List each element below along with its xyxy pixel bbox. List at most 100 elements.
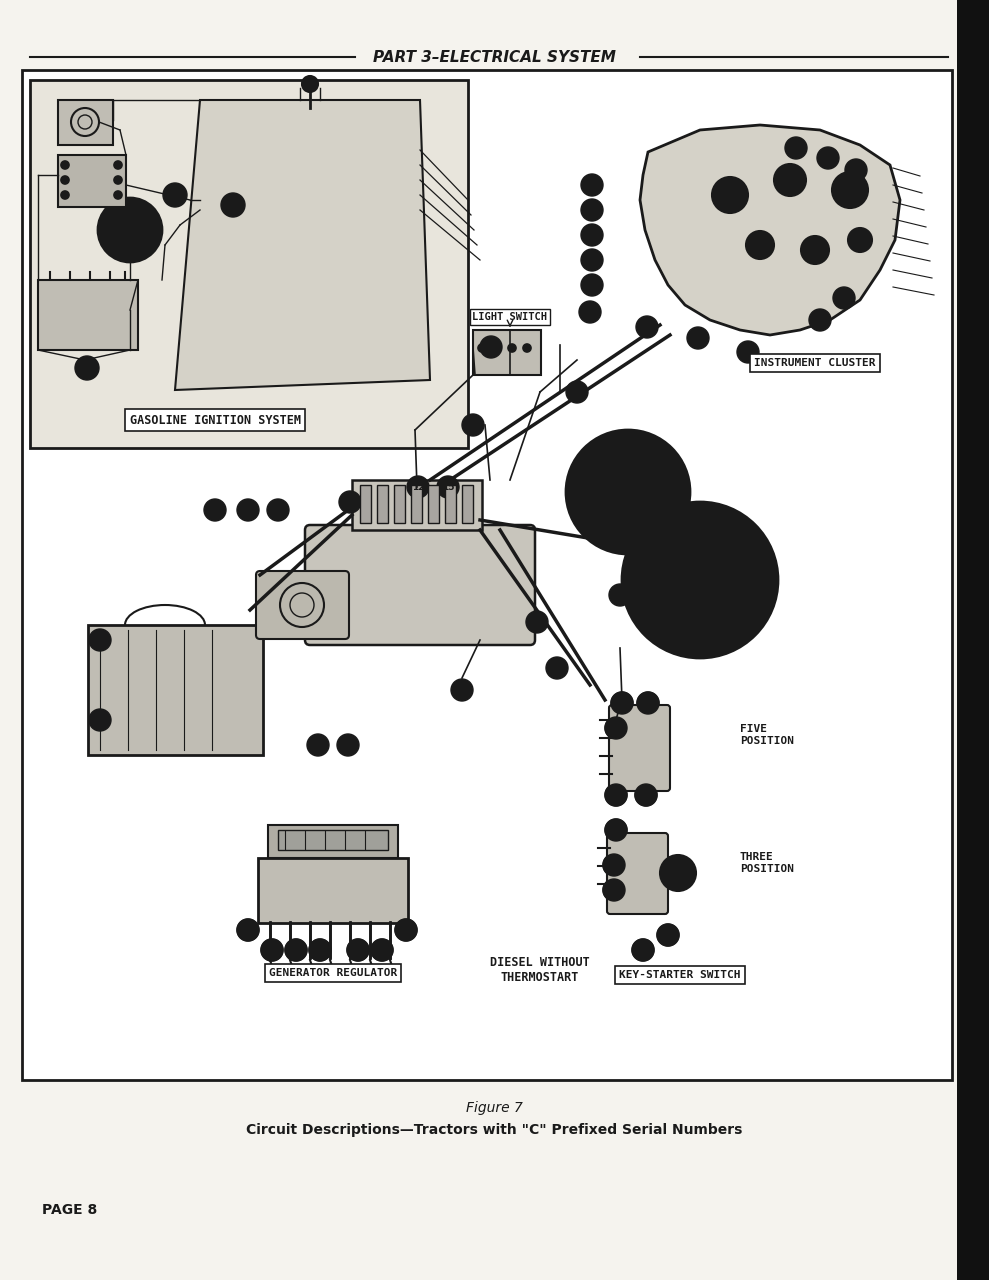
Text: 17: 17 [585,230,598,239]
Text: 1: 1 [293,946,299,955]
Circle shape [437,476,459,498]
Circle shape [847,187,853,193]
Circle shape [508,344,516,352]
Text: 3: 3 [379,946,385,955]
Circle shape [122,221,138,238]
Text: 15: 15 [442,483,454,492]
Circle shape [609,584,631,605]
Text: 14: 14 [641,323,654,332]
Text: DIESEL WITHOUT
THERMOSTART: DIESEL WITHOUT THERMOSTART [491,956,589,984]
Text: 15: 15 [585,280,598,289]
Text: 11: 11 [610,826,622,835]
Text: LIGHT SWITCH: LIGHT SWITCH [473,312,548,323]
Circle shape [774,164,806,196]
Text: THREE
POSITION: THREE POSITION [740,852,794,874]
Text: 13: 13 [531,617,543,626]
Circle shape [833,287,855,308]
Circle shape [781,172,799,189]
Text: 9: 9 [640,946,646,955]
Circle shape [757,242,763,248]
Text: 23: 23 [850,165,862,174]
Text: 19: 19 [266,946,278,955]
Text: INSTRUMENT CLUSTER: INSTRUMENT CLUSTER [755,358,875,369]
Bar [88,625,263,755]
Circle shape [61,175,69,184]
Circle shape [737,340,759,364]
Circle shape [660,855,696,891]
Circle shape [635,783,657,806]
Circle shape [546,657,568,678]
Text: 1: 1 [293,946,299,955]
Text: 4: 4 [643,791,649,800]
Text: 5: 5 [245,925,251,934]
Circle shape [857,237,863,243]
Circle shape [61,161,69,169]
Circle shape [603,879,625,901]
Bar [30,79,468,448]
Text: 6: 6 [316,946,323,955]
Circle shape [480,335,502,358]
Text: 9: 9 [97,635,103,645]
Bar [473,330,541,375]
Text: 16: 16 [585,180,598,189]
Text: 6: 6 [841,293,848,302]
Text: 5: 5 [245,925,251,934]
Circle shape [237,919,259,941]
Circle shape [75,356,99,380]
Circle shape [637,692,659,714]
Circle shape [581,174,603,196]
Text: 19: 19 [584,307,596,316]
Circle shape [526,611,548,634]
Circle shape [337,733,359,756]
Bar [38,280,138,349]
Text: 4: 4 [613,791,619,800]
Circle shape [61,191,69,198]
Circle shape [285,940,307,961]
Circle shape [785,137,807,159]
Circle shape [309,940,331,961]
Circle shape [609,476,631,498]
Circle shape [523,344,531,352]
Circle shape [687,326,709,349]
Circle shape [832,172,868,207]
Text: 9: 9 [619,699,625,708]
Circle shape [809,308,831,332]
Text: 6: 6 [316,946,323,955]
Circle shape [603,854,625,876]
Text: 12: 12 [814,315,826,325]
Circle shape [657,924,679,946]
Text: 7: 7 [172,189,178,200]
Circle shape [110,210,150,250]
Text: PAGE 8: PAGE 8 [42,1203,97,1217]
Circle shape [727,192,733,198]
FancyBboxPatch shape [256,571,349,639]
Bar [394,485,405,524]
Circle shape [451,678,473,701]
Circle shape [635,783,657,806]
Text: GASOLINE IGNITION SYSTEM: GASOLINE IGNITION SYSTEM [130,413,301,426]
Text: Circuit Descriptions—Tractors with "C" Prefixed Serial Numbers: Circuit Descriptions—Tractors with "C" P… [246,1123,742,1137]
Circle shape [611,692,633,714]
Bar [462,485,473,524]
Circle shape [395,919,417,941]
Text: Figure 7: Figure 7 [466,1101,522,1115]
Polygon shape [640,125,900,335]
Circle shape [688,568,712,591]
Text: 1: 1 [245,506,251,515]
Circle shape [579,301,601,323]
Text: 8: 8 [613,723,619,732]
Circle shape [407,476,429,498]
Text: 24: 24 [94,716,106,724]
Circle shape [637,692,659,714]
Circle shape [462,413,484,436]
Circle shape [605,717,627,739]
Text: 10: 10 [642,699,654,708]
Circle shape [371,940,393,961]
Circle shape [371,940,393,961]
Circle shape [608,472,648,512]
Text: 12: 12 [411,483,424,492]
Circle shape [801,236,829,264]
Circle shape [309,940,331,961]
Text: 10: 10 [642,699,654,708]
Circle shape [812,247,818,253]
